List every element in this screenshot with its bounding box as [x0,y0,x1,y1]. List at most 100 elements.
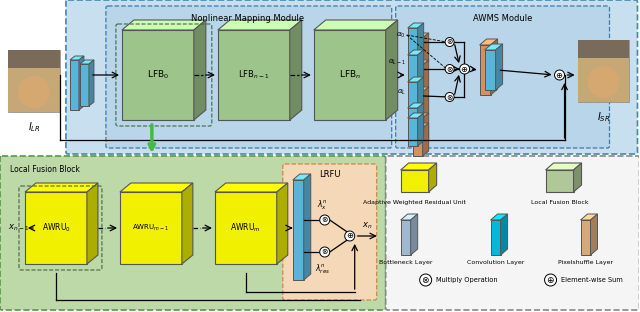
Polygon shape [80,60,94,64]
Text: $\oplus$: $\oplus$ [461,65,468,74]
Polygon shape [215,183,288,192]
Text: $\otimes$: $\otimes$ [446,92,454,101]
Circle shape [445,92,454,101]
Polygon shape [484,44,502,50]
Polygon shape [8,50,60,112]
Polygon shape [218,20,301,30]
Text: AWRU$_0$: AWRU$_0$ [42,222,70,234]
Text: $\oplus$: $\oplus$ [346,232,354,241]
Polygon shape [418,103,424,136]
Text: $\otimes$: $\otimes$ [446,65,454,74]
Polygon shape [413,113,429,118]
Circle shape [460,64,470,74]
Text: AWRU$_{m-1}$: AWRU$_{m-1}$ [132,223,170,233]
Polygon shape [120,183,193,192]
Polygon shape [386,20,397,120]
Polygon shape [80,64,89,106]
Text: LFB$_{n-1}$: LFB$_{n-1}$ [238,69,269,81]
Text: $\alpha_{L-1}$: $\alpha_{L-1}$ [388,57,406,66]
Text: $I_{SR}$: $I_{SR}$ [597,110,610,124]
Circle shape [445,37,454,46]
Polygon shape [87,183,98,264]
Text: $\otimes$: $\otimes$ [321,216,328,225]
FancyBboxPatch shape [283,164,377,300]
Polygon shape [290,20,301,120]
Text: Adaptive Weighted Residual Unit: Adaptive Weighted Residual Unit [364,200,466,205]
Polygon shape [194,20,206,120]
Circle shape [545,274,557,286]
Polygon shape [577,40,630,102]
Polygon shape [314,20,397,30]
FancyBboxPatch shape [386,156,639,310]
Polygon shape [70,56,84,60]
Circle shape [588,66,620,98]
Polygon shape [70,60,79,110]
FancyBboxPatch shape [396,6,609,148]
Circle shape [345,231,355,241]
Text: $\oplus$: $\oplus$ [546,275,555,285]
Polygon shape [545,170,573,192]
Text: $\lambda_x^n$: $\lambda_x^n$ [317,198,328,212]
Text: Element-wise Sum: Element-wise Sum [561,277,622,283]
Polygon shape [314,30,386,120]
Polygon shape [495,44,502,90]
Polygon shape [408,77,424,82]
Polygon shape [418,23,424,56]
Text: LFB$_0$: LFB$_0$ [147,69,169,81]
Polygon shape [422,33,429,66]
Circle shape [320,247,330,257]
Polygon shape [580,214,598,220]
Polygon shape [500,214,508,255]
Polygon shape [580,220,591,255]
Polygon shape [413,87,429,92]
Polygon shape [545,163,582,170]
Text: LRFU: LRFU [319,170,340,179]
Polygon shape [401,170,429,192]
Text: Local Fusion Block: Local Fusion Block [531,200,588,205]
Polygon shape [491,214,508,220]
Polygon shape [491,220,500,255]
Polygon shape [292,180,304,280]
Circle shape [554,70,564,80]
FancyBboxPatch shape [66,0,637,154]
FancyBboxPatch shape [0,156,386,310]
Text: Pixelshuffle Layer: Pixelshuffle Layer [558,260,613,265]
Polygon shape [8,50,60,68]
Polygon shape [418,113,424,146]
Polygon shape [408,118,418,146]
Text: Convolution Layer: Convolution Layer [467,260,524,265]
Polygon shape [25,183,98,192]
Text: $\lambda_{res}^n$: $\lambda_{res}^n$ [316,262,330,275]
Polygon shape [411,214,418,255]
Text: AWRU$_m$: AWRU$_m$ [230,222,261,234]
Polygon shape [292,174,311,180]
Polygon shape [182,183,193,264]
Polygon shape [573,163,582,192]
Polygon shape [429,163,436,192]
Text: Local Fusion Block: Local Fusion Block [10,165,80,174]
Polygon shape [577,40,630,58]
Polygon shape [401,163,436,170]
Polygon shape [418,50,424,83]
Polygon shape [122,30,194,120]
Polygon shape [408,113,424,118]
Polygon shape [484,50,495,90]
Polygon shape [408,55,418,83]
Polygon shape [413,123,429,128]
Polygon shape [408,50,424,55]
Polygon shape [408,103,424,108]
Polygon shape [491,39,497,95]
Circle shape [18,76,50,108]
Polygon shape [413,65,422,93]
Polygon shape [89,60,94,106]
Text: $\otimes$: $\otimes$ [321,247,328,256]
Polygon shape [401,214,418,220]
FancyBboxPatch shape [8,50,60,112]
Polygon shape [413,92,422,120]
Text: Nonlinear Mapping Module: Nonlinear Mapping Module [191,14,305,23]
Text: $\alpha_L$: $\alpha_L$ [397,87,406,97]
Text: $\otimes$: $\otimes$ [446,37,454,46]
Polygon shape [413,60,429,65]
Polygon shape [120,192,182,264]
Polygon shape [422,123,429,156]
